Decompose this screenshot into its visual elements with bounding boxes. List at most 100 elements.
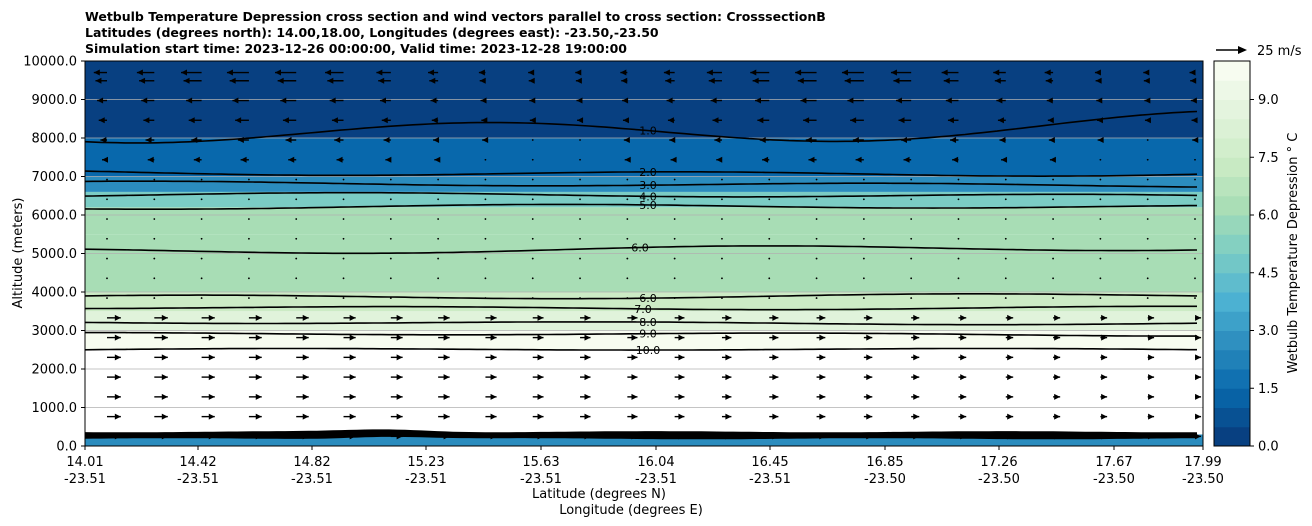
- wind-vector: [153, 198, 156, 201]
- wind-vector: [153, 257, 156, 260]
- wind-vector-head: [665, 77, 672, 84]
- wind-vector: [815, 218, 818, 220]
- wind-vector-head: [1143, 77, 1150, 84]
- wind-vector: [1194, 218, 1196, 220]
- wind-vector-head: [381, 117, 388, 124]
- x-tick-lon-3: -23.51: [405, 472, 447, 487]
- wind-vector-head: [208, 413, 215, 420]
- wind-vector: [862, 257, 865, 260]
- wind-vector-head: [327, 77, 334, 84]
- wind-vector-head: [631, 334, 638, 341]
- wind-vector: [1146, 139, 1149, 141]
- x-tick-lon-1: -23.51: [177, 472, 219, 487]
- wind-vector: [579, 198, 581, 201]
- wind-vector: [1146, 178, 1149, 181]
- wind-vector: [815, 257, 818, 260]
- wind-vector: [1146, 158, 1149, 161]
- wind-vector: [862, 198, 865, 201]
- wind-vector-head: [302, 314, 309, 321]
- plot-area: 10.09.08.07.06.06.05.04.03.02.01.0: [85, 61, 1203, 446]
- wind-vector: [437, 198, 440, 201]
- wind-vector-head: [631, 374, 638, 381]
- wind-vector: [910, 198, 913, 201]
- wind-vector: [200, 277, 203, 280]
- wind-vector: [295, 257, 298, 260]
- wind-vector: [389, 237, 392, 240]
- wind-vector: [342, 297, 345, 299]
- wind-vector: [200, 178, 203, 181]
- wind-vector-head: [576, 97, 583, 104]
- wind-vector-head: [622, 117, 629, 124]
- wind-vector: [1194, 237, 1196, 240]
- wind-vector-head: [620, 69, 627, 76]
- surface-contour-4: [85, 429, 1197, 435]
- x-tick-lon-9: -23.50: [1093, 472, 1135, 487]
- wind-vector-head: [255, 413, 262, 420]
- wind-vector-head: [1148, 433, 1155, 440]
- x-tick-lat-3: 15.23: [407, 455, 444, 470]
- wind-vector-head: [960, 334, 967, 341]
- wind-vector: [248, 257, 250, 260]
- x-tick-lon-7: -23.50: [864, 472, 906, 487]
- wind-vector-head: [667, 117, 674, 124]
- wind-vector: [626, 198, 629, 201]
- wind-vector-head: [1001, 156, 1008, 163]
- wind-vector-head: [1097, 137, 1104, 144]
- wind-vector: [200, 257, 203, 260]
- contour-band-1: [85, 349, 1203, 435]
- wind-vector: [579, 277, 581, 280]
- contour-band-0: [85, 434, 1203, 446]
- y-tick-label-10: 10000.0: [23, 55, 77, 70]
- wind-vector: [295, 218, 298, 220]
- contour-line-3: [85, 305, 1197, 311]
- wind-vector: [1194, 297, 1196, 299]
- wind-vector-head: [725, 314, 732, 321]
- contour-band-6: [85, 207, 1203, 235]
- wind-vector: [862, 237, 865, 240]
- wind-vector-head: [678, 314, 685, 321]
- wind-vector-head: [663, 69, 670, 76]
- wind-vector: [437, 218, 440, 220]
- wind-vector: [484, 218, 487, 220]
- wind-vector: [1099, 237, 1102, 240]
- colorbar-frame: [1213, 60, 1251, 447]
- wind-vector-head: [443, 334, 450, 341]
- colorbar-segment-9: [1214, 253, 1250, 274]
- wind-vector-head: [725, 374, 732, 381]
- wind-vector: [295, 178, 298, 181]
- wind-vector-head: [710, 97, 717, 104]
- wind-vector-head: [537, 433, 544, 440]
- x-tick-lat-0: 14.01: [66, 455, 103, 470]
- wind-vector-head: [819, 354, 826, 361]
- wind-vector: [153, 178, 156, 181]
- wind-vector-head: [385, 156, 392, 163]
- wind-vector: [389, 178, 392, 181]
- contour-label-1: 9.0: [639, 328, 657, 341]
- wind-vector: [295, 237, 298, 240]
- wind-vector-head: [1049, 156, 1056, 163]
- wind-vector: [721, 237, 723, 240]
- wind-vector-head: [631, 354, 638, 361]
- wind-vector: [957, 218, 960, 220]
- wind-vector: [1194, 277, 1196, 280]
- wind-vector-head: [528, 77, 535, 84]
- wind-vector-head: [947, 117, 954, 124]
- y-tick-label-5: 5000.0: [32, 247, 78, 262]
- wind-vector-head: [584, 433, 591, 440]
- wind-vector-head: [255, 393, 262, 400]
- wind-vector: [862, 218, 865, 220]
- wind-vector-head: [114, 314, 121, 321]
- colorbar-tick-label-5: 7.5: [1258, 151, 1279, 166]
- colorbar-segment-12: [1214, 195, 1250, 216]
- wind-vector-head: [240, 156, 247, 163]
- wind-vector-head: [913, 413, 920, 420]
- colorbar-segment-11: [1214, 215, 1250, 235]
- wind-vector: [200, 198, 203, 201]
- wind-vector: [673, 218, 676, 220]
- wind-vector-head: [1195, 354, 1202, 361]
- contour-label-2: 8.0: [639, 316, 657, 329]
- contour-line-10: [85, 110, 1198, 144]
- wind-vector: [1052, 198, 1054, 201]
- contour-line-0: [85, 347, 1197, 351]
